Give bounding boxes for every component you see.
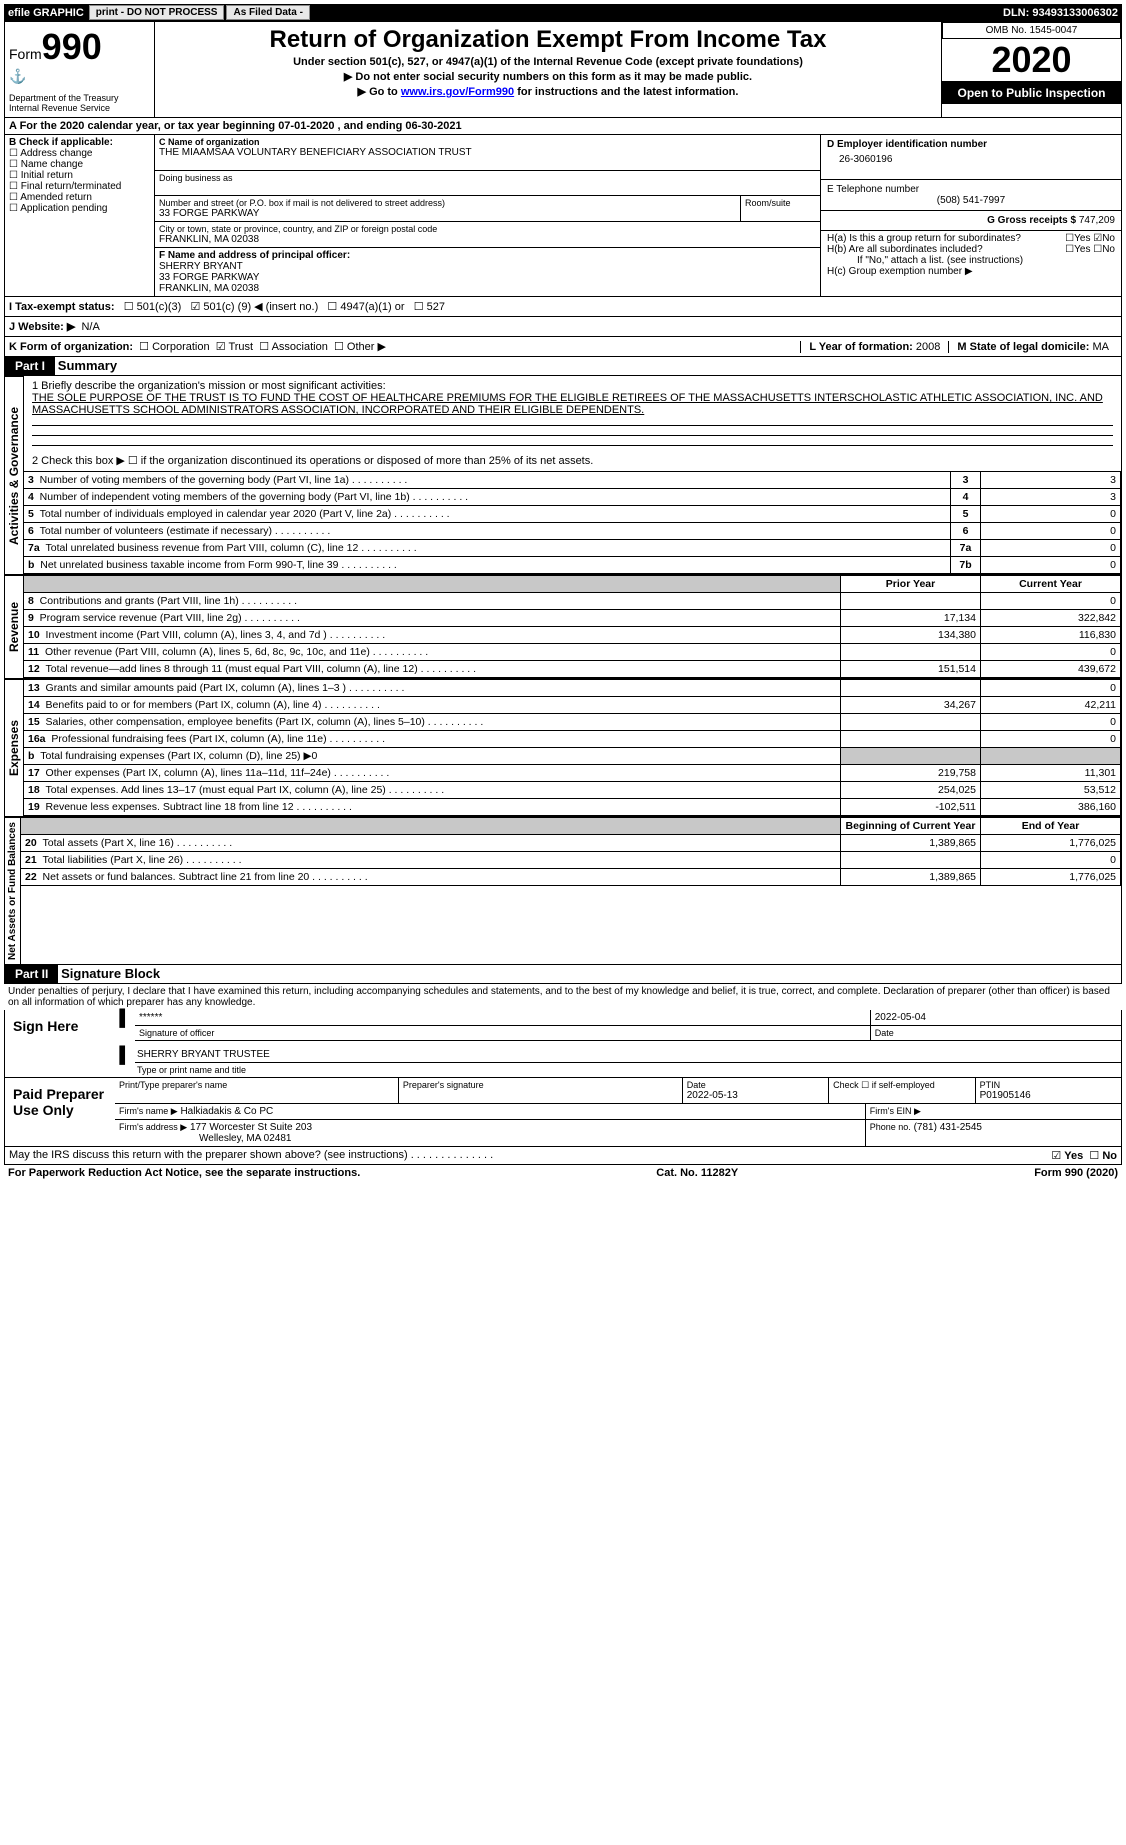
table-row: 20 Total assets (Part X, line 16)1,389,8…: [21, 835, 1121, 852]
table-netassets: Beginning of Current YearEnd of Year20 T…: [21, 817, 1121, 886]
table-row: 6 Total number of volunteers (estimate i…: [24, 523, 1121, 540]
street: 33 FORGE PARKWAY: [159, 208, 736, 219]
row-j: J Website: ▶ N/A: [4, 317, 1122, 337]
sign-here-label: Sign Here: [5, 1010, 115, 1077]
part1-title: Summary: [58, 358, 117, 373]
table-row: 19 Revenue less expenses. Subtract line …: [24, 799, 1121, 816]
part1-header: Part I: [5, 357, 55, 375]
f-street: 33 FORGE PARKWAY: [159, 272, 816, 283]
table-row: 10 Investment income (Part VIII, column …: [24, 627, 1121, 644]
open-inspection: Open to Public Inspection: [942, 82, 1121, 104]
b-final-return[interactable]: ☐ Final return/terminated: [9, 181, 150, 192]
table-row: 4 Number of independent voting members o…: [24, 489, 1121, 506]
phone: (508) 541-7997: [827, 195, 1115, 206]
d-label: D Employer identification number: [827, 139, 1115, 150]
c-name-label: C Name of organization: [159, 137, 816, 147]
room-label: Room/suite: [740, 196, 820, 221]
subtitle-1: Under section 501(c), 527, or 4947(a)(1)…: [159, 56, 937, 68]
f-name: SHERRY BRYANT: [159, 261, 816, 272]
b-name-change[interactable]: ☐ Name change: [9, 159, 150, 170]
table-row: 3 Number of voting members of the govern…: [24, 472, 1121, 489]
org-name: THE MIAAMSAA VOLUNTARY BENEFICIARY ASSOC…: [159, 147, 816, 158]
table-row: 17 Other expenses (Part IX, column (A), …: [24, 765, 1121, 782]
form-title: Return of Organization Exempt From Incom…: [159, 26, 937, 54]
table-row: b Total fundraising expenses (Part IX, c…: [24, 748, 1121, 765]
omb-box: OMB No. 1545-0047: [942, 22, 1121, 39]
table-row: b Net unrelated business taxable income …: [24, 557, 1121, 574]
table-row: 14 Benefits paid to or for members (Part…: [24, 697, 1121, 714]
dln-label: DLN: 93493133006302: [999, 5, 1122, 21]
table-row: 7a Total unrelated business revenue from…: [24, 540, 1121, 557]
table-row: 11 Other revenue (Part VIII, column (A),…: [24, 644, 1121, 661]
b-label: B Check if applicable:: [9, 137, 150, 148]
paid-preparer-label: Paid Preparer Use Only: [5, 1078, 115, 1146]
part2-title: Signature Block: [61, 966, 160, 981]
form-label: Form: [9, 46, 42, 62]
subtitle-3: ▶ Go to www.irs.gov/Form990 for instruct…: [159, 85, 937, 98]
section-bcd: B Check if applicable: ☐ Address change …: [4, 135, 1122, 297]
table-row: 21 Total liabilities (Part X, line 26)0: [21, 852, 1121, 869]
mission-text: THE SOLE PURPOSE OF THE TRUST IS TO FUND…: [32, 392, 1113, 416]
table-row: 22 Net assets or fund balances. Subtract…: [21, 869, 1121, 886]
declaration: Under penalties of perjury, I declare th…: [4, 984, 1122, 1010]
topbar: efile GRAPHIC print - DO NOT PROCESS As …: [4, 4, 1122, 21]
efile-label: efile GRAPHIC: [4, 5, 88, 21]
table-activities: 3 Number of voting members of the govern…: [24, 471, 1121, 574]
table-row: 13 Grants and similar amounts paid (Part…: [24, 680, 1121, 697]
g-label: G Gross receipts $: [987, 215, 1076, 226]
b-amended-return[interactable]: ☐ Amended return: [9, 192, 150, 203]
side-expenses: Expenses: [5, 679, 24, 816]
table-row: 5 Total number of individuals employed i…: [24, 506, 1121, 523]
table-row: 9 Program service revenue (Part VIII, li…: [24, 610, 1121, 627]
table-row: 18 Total expenses. Add lines 13–17 (must…: [24, 782, 1121, 799]
form-header: Form990 ⚓ Department of the Treasury Int…: [4, 21, 1122, 118]
table-row: 12 Total revenue—add lines 8 through 11 …: [24, 661, 1121, 678]
ha-answer: ☐Yes ☑No: [1065, 233, 1115, 244]
dba-label: Doing business as: [159, 173, 816, 183]
print-button[interactable]: print - DO NOT PROCESS: [89, 5, 225, 20]
table-expenses: 13 Grants and similar amounts paid (Part…: [24, 679, 1121, 816]
side-activities: Activities & Governance: [5, 376, 24, 574]
b-initial-return[interactable]: ☐ Initial return: [9, 170, 150, 181]
irs-link[interactable]: www.irs.gov/Form990: [401, 86, 514, 98]
street-label: Number and street (or P.O. box if mail i…: [159, 198, 736, 208]
part2-header: Part II: [5, 965, 58, 983]
footer: For Paperwork Reduction Act Notice, see …: [4, 1165, 1122, 1181]
hb-note: If "No," attach a list. (see instruction…: [827, 255, 1115, 266]
tax-year: 2020: [942, 39, 1121, 82]
table-row: 16a Professional fundraising fees (Part …: [24, 731, 1121, 748]
discuss-row: May the IRS discuss this return with the…: [4, 1147, 1122, 1165]
gross-receipts: 747,209: [1079, 215, 1115, 226]
hc-label: H(c) Group exemption number ▶: [827, 266, 1115, 277]
city: FRANKLIN, MA 02038: [159, 234, 816, 245]
row-a: A For the 2020 calendar year, or tax yea…: [4, 118, 1122, 135]
table-row: 8 Contributions and grants (Part VIII, l…: [24, 593, 1121, 610]
ha-label: H(a) Is this a group return for subordin…: [827, 233, 1027, 244]
mission-label: 1 Briefly describe the organization's mi…: [32, 380, 1113, 392]
asfiled-button[interactable]: As Filed Data -: [226, 5, 309, 20]
dept-label: Department of the Treasury: [9, 93, 150, 103]
side-netassets: Net Assets or Fund Balances: [5, 817, 21, 964]
city-label: City or town, state or province, country…: [159, 224, 816, 234]
row-klm: K Form of organization: ☐ Corporation ☑ …: [4, 337, 1122, 357]
f-city: FRANKLIN, MA 02038: [159, 283, 816, 294]
hb-label: H(b) Are all subordinates included?: [827, 244, 1027, 255]
form-number: 990: [42, 26, 102, 67]
b-address-change[interactable]: ☐ Address change: [9, 148, 150, 159]
irs-label: Internal Revenue Service: [9, 103, 150, 113]
f-label: F Name and address of principal officer:: [159, 250, 816, 261]
line-2: 2 Check this box ▶ ☐ if the organization…: [24, 450, 1121, 471]
hb-answer: ☐Yes ☐No: [1065, 244, 1115, 255]
b-application-pending[interactable]: ☐ Application pending: [9, 203, 150, 214]
table-revenue: Prior YearCurrent Year8 Contributions an…: [24, 575, 1121, 678]
table-row: 15 Salaries, other compensation, employe…: [24, 714, 1121, 731]
subtitle-2: ▶ Do not enter social security numbers o…: [159, 70, 937, 83]
side-revenue: Revenue: [5, 575, 24, 678]
e-label: E Telephone number: [827, 184, 1115, 195]
signer-name: SHERRY BRYANT TRUSTEE: [135, 1047, 1121, 1063]
signature-block: Sign Here ▌ ****** 2022-05-04 Signature …: [4, 1010, 1122, 1147]
row-i: I Tax-exempt status: ☐ 501(c)(3) ☑ 501(c…: [4, 297, 1122, 317]
ein: 26-3060196: [827, 154, 1115, 165]
